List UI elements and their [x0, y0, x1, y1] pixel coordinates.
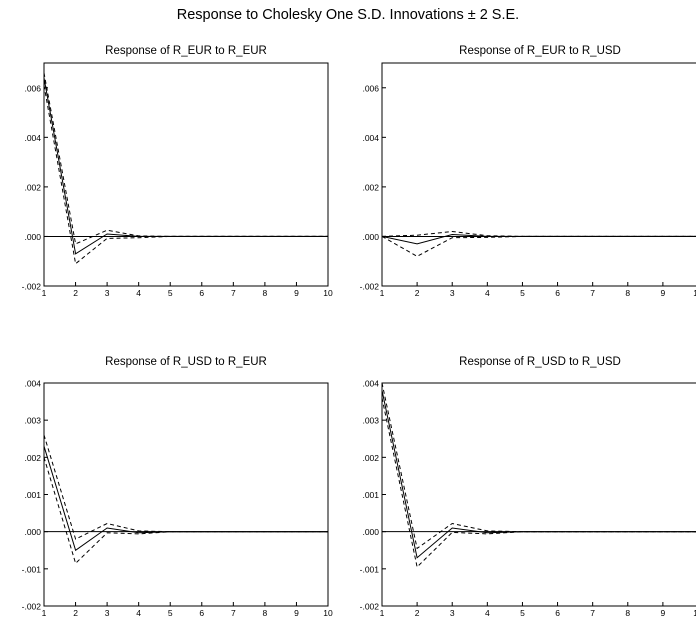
x-tick-label: 6 [555, 608, 560, 618]
figure-title: Response to Cholesky One S.D. Innovation… [176, 7, 520, 23]
x-tick-label: 2 [73, 288, 78, 298]
confidence-band-line [43, 457, 328, 565]
x-tick-label: 2 [415, 608, 420, 618]
y-tick-label: .002 [362, 182, 379, 192]
y-tick-label: -.001 [22, 564, 42, 574]
x-tick-label: 7 [231, 288, 236, 298]
panel-3: Response of R_USD to R_EUR -.002 -.001 .000… [22, 356, 333, 618]
x-tick-label: 5 [168, 288, 173, 298]
y-tick-label: .001 [24, 490, 41, 500]
x-tick-label: 2 [73, 608, 78, 618]
plot-frame [381, 62, 696, 287]
y-tick-label: -.002 [22, 282, 42, 292]
x-tick-label: 9 [294, 288, 299, 298]
y-tick-label: -.001 [360, 564, 380, 574]
x-tick-label: 7 [231, 608, 236, 618]
x-tick-label: 7 [590, 288, 595, 298]
x-tick-label: 5 [520, 288, 525, 298]
confidence-band-line [381, 230, 696, 237]
x-tick-label: 4 [485, 608, 490, 618]
x-tick-label: 4 [136, 608, 141, 618]
x-tick-label: 3 [450, 288, 455, 298]
confidence-band-line [43, 72, 328, 245]
y-tick-label: .001 [362, 490, 379, 500]
plot-frame [43, 62, 329, 287]
impulse-response-line [43, 77, 328, 255]
x-tick-label: 7 [590, 608, 595, 618]
y-tick-label: .006 [362, 83, 379, 93]
y-tick-label: -.002 [360, 602, 380, 612]
panel-title: Response of R_EUR to R_EUR [105, 45, 267, 57]
x-tick-label: 6 [555, 288, 560, 298]
x-tick-label: 8 [625, 608, 630, 618]
y-tick-label: .002 [24, 182, 41, 192]
x-tick-label: 2 [415, 288, 420, 298]
x-tick-label: 1 [42, 288, 47, 298]
x-tick-label: 4 [485, 288, 490, 298]
x-tick-label: 9 [294, 608, 299, 618]
y-tick-label: -.002 [22, 602, 42, 612]
y-tick-label: .000 [24, 527, 41, 537]
y-tick-label: .002 [24, 453, 41, 463]
panel-title: Response of R_USD to R_EUR [105, 356, 267, 368]
y-tick-label: .000 [24, 232, 41, 242]
x-tick-label: 3 [105, 608, 110, 618]
y-tick-label: .004 [24, 133, 41, 143]
plot-frame [381, 382, 696, 607]
x-tick-label: 1 [380, 608, 385, 618]
x-tick-label: 10 [693, 608, 696, 618]
x-tick-label: 4 [136, 288, 141, 298]
y-tick-label: .006 [24, 83, 41, 93]
panel-2: Response of R_EUR to R_USD -.002 .000 .002.… [360, 45, 696, 298]
plot-frame [43, 382, 329, 607]
panel-4: Response of R_USD to R_USD -.002 -.001 .000… [360, 356, 696, 618]
x-tick-label: 3 [450, 608, 455, 618]
impulse-response-line [381, 390, 696, 559]
confidence-band-line [381, 382, 696, 550]
x-tick-label: 6 [199, 608, 204, 618]
y-tick-label: .003 [24, 416, 41, 426]
x-tick-label: 3 [105, 288, 110, 298]
y-tick-label: .002 [362, 453, 379, 463]
x-tick-label: 8 [263, 608, 268, 618]
impulse-response-line [43, 446, 328, 552]
confidence-band-line [43, 434, 328, 540]
x-tick-label: 10 [323, 608, 333, 618]
panel-1: Response of R_EUR to R_EUR -.002 .000 .002.… [22, 45, 333, 298]
y-tick-label: .003 [362, 416, 379, 426]
panel-title: Response of R_EUR to R_USD [459, 45, 621, 57]
x-tick-label: 10 [323, 288, 333, 298]
x-tick-label: 9 [661, 608, 666, 618]
confidence-band-line [381, 397, 696, 569]
x-tick-label: 8 [625, 288, 630, 298]
x-tick-label: 1 [42, 608, 47, 618]
y-tick-label: .000 [362, 232, 379, 242]
confidence-band-line [381, 235, 696, 257]
x-tick-label: 5 [520, 608, 525, 618]
x-tick-label: 9 [661, 288, 666, 298]
x-tick-label: 8 [263, 288, 268, 298]
x-tick-label: 5 [168, 608, 173, 618]
panel-title: Response of R_USD to R_USD [459, 356, 621, 368]
x-tick-label: 10 [693, 288, 696, 298]
y-tick-label: -.002 [360, 282, 380, 292]
confidence-band-line [43, 85, 328, 265]
x-tick-label: 1 [380, 288, 385, 298]
y-tick-label: .000 [362, 527, 379, 537]
y-tick-label: .004 [24, 379, 41, 389]
x-tick-label: 6 [199, 288, 204, 298]
y-tick-label: .004 [362, 133, 379, 143]
y-tick-label: .004 [362, 379, 379, 389]
